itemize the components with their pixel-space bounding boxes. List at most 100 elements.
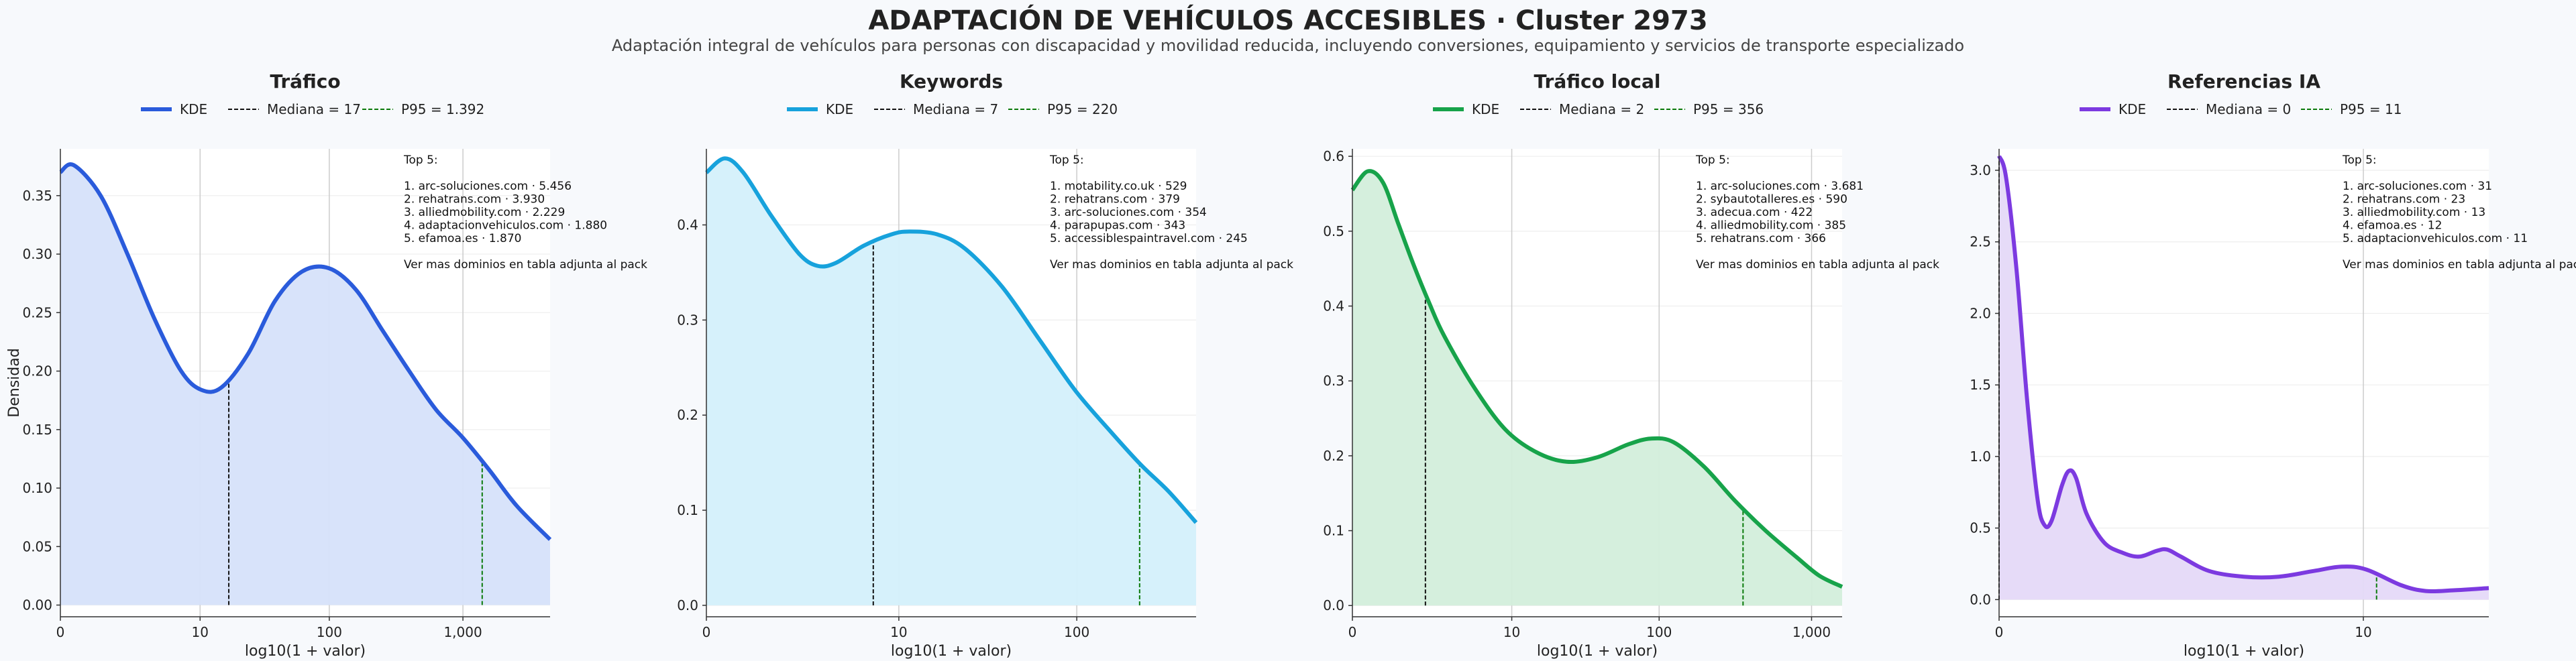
annotation-line: Top 5: — [403, 154, 438, 167]
legend-p95-label: P95 = 11 — [2340, 101, 2402, 117]
annotation-line: Top 5: — [1695, 154, 1730, 167]
y-tick-label: 1.5 — [1970, 377, 1991, 393]
y-tick-label: 0.20 — [22, 363, 52, 379]
x-axis-label: log10(1 + valor) — [891, 643, 1012, 660]
x-axis-label: log10(1 + valor) — [2184, 643, 2304, 660]
y-tick-label: 0.5 — [1970, 520, 1991, 536]
annotation-line: 2. rehatrans.com · 379 — [1050, 193, 1180, 206]
annotation-line: 1. motability.co.uk · 529 — [1050, 180, 1187, 193]
figure-title: ADAPTACIÓN DE VEHÍCULOS ACCESIBLES · Clu… — [868, 5, 1708, 36]
x-tick-label: 0 — [1995, 624, 2004, 640]
figure-subtitle: Adaptación integral de vehículos para pe… — [611, 36, 1965, 55]
y-tick-label: 0.00 — [22, 597, 52, 613]
chart-panel-3: 0.0 0.1 0.2 0.3 0.4 0.5 0.6 0 10 100 1,000 log10(1 … — [1323, 70, 1939, 660]
legend-kde-label: KDE — [2118, 101, 2146, 117]
kde-line — [59, 162, 552, 541]
kde-area — [1352, 171, 1842, 606]
y-tick-label: 0.0 — [1323, 597, 1344, 613]
y-tick-label: 2.5 — [1970, 234, 1991, 250]
x-tick-label: 10 — [890, 624, 907, 640]
legend-p95-label: P95 = 356 — [1693, 101, 1764, 117]
y-tick-label: 0.6 — [1323, 148, 1344, 164]
y-tick-label: 0.4 — [677, 217, 698, 233]
x-tick-label: 10 — [1503, 624, 1520, 640]
y-tick-label: 0.05 — [22, 538, 52, 554]
x-tick-label: 1,000 — [443, 624, 482, 640]
annotation-line: 1. arc-soluciones.com · 31 — [2343, 180, 2492, 193]
annotation-line: 1. arc-soluciones.com · 5.456 — [404, 180, 572, 193]
legend-p95-label: P95 = 1.392 — [401, 101, 484, 117]
panel-title: Referencias IA — [2167, 70, 2320, 93]
y-tick-label: 0.0 — [1970, 591, 1991, 607]
annotation-line: Top 5: — [1049, 154, 1084, 167]
legend: KDE Mediana = 2 P95 = 356 — [1433, 101, 1764, 117]
annotation-line: 3. arc-soluciones.com · 354 — [1050, 206, 1207, 219]
y-tick-label: 0.3 — [677, 312, 698, 328]
y-tick-label: 0.4 — [1323, 298, 1344, 314]
x-tick-label: 10 — [192, 624, 209, 640]
kde-area — [1999, 156, 2489, 600]
legend-kde-label: KDE — [180, 101, 207, 117]
x-tick-label: 0 — [1348, 624, 1357, 640]
annotation-line: 2. rehatrans.com · 3.930 — [404, 193, 545, 206]
y-tick-label: 0.30 — [22, 246, 52, 262]
y-tick-label: 0.2 — [1323, 448, 1344, 464]
y-tick-label: 0.25 — [22, 304, 52, 320]
panel-title: Tráfico local — [1534, 70, 1661, 93]
kde-area — [60, 164, 550, 605]
annotation-line: Ver mas dominios en tabla adjunta al pac… — [1696, 258, 1939, 272]
legend-median-label: Mediana = 17 — [267, 101, 361, 117]
annotation-line: 3. alliedmobility.com · 2.229 — [404, 206, 565, 219]
x-tick-label: 100 — [317, 624, 342, 640]
panel-title: Keywords — [900, 70, 1003, 93]
y-tick-label: 0.1 — [1323, 523, 1344, 539]
y-tick-label: 0.15 — [22, 422, 52, 438]
x-tick-label: 100 — [1064, 624, 1089, 640]
chart-panel-2: 0.0 0.1 0.2 0.3 0.4 0 10 100 log10(1 + valor) Key… — [677, 70, 1293, 660]
legend-median-label: Mediana = 0 — [2206, 101, 2291, 117]
y-tick-label: 0.35 — [22, 188, 52, 204]
annotation-line: 5. efamoa.es · 1.870 — [404, 232, 521, 245]
kde-area — [706, 158, 1196, 605]
annotation-line: Top 5: — [2342, 154, 2377, 167]
chart-panel-4: 0.0 0.5 1.0 1.5 2.0 2.5 3.0 0 10 log10(1 + valor)… — [1970, 70, 2576, 660]
annotation-line: 1. arc-soluciones.com · 3.681 — [1696, 180, 1864, 193]
annotation-line: 2. sybautotalleres.es · 590 — [1696, 193, 1847, 206]
y-tick-label: 0.2 — [677, 407, 698, 423]
annotation-line: 4. parapupas.com · 343 — [1050, 219, 1185, 233]
annotation-line: 2. rehatrans.com · 23 — [2343, 193, 2465, 206]
y-axis-label: Densidad — [6, 348, 23, 417]
x-tick-label: 0 — [702, 624, 711, 640]
y-tick-label: 0.0 — [677, 597, 698, 613]
y-tick-label: 0.1 — [677, 502, 698, 518]
kde-line — [704, 156, 1198, 524]
top5-annotation: Top 5: 1. arc-soluciones.com · 312. rehat… — [2342, 154, 2576, 272]
annotation-line: 5. accessiblespaintravel.com · 245 — [1050, 232, 1248, 245]
x-axis-label: log10(1 + valor) — [1537, 643, 1658, 660]
panel-title: Tráfico — [270, 70, 340, 93]
y-tick-label: 0.3 — [1323, 373, 1344, 389]
annotation-line: 5. adaptacionvehiculos.com · 11 — [2343, 232, 2528, 245]
chart-panel-1: 0.00 0.05 0.10 0.15 0.20 0.25 0.30 0.35 0 10 100 1,… — [6, 70, 647, 660]
legend-p95-label: P95 = 220 — [1047, 101, 1118, 117]
x-tick-label: 10 — [2355, 624, 2371, 640]
legend-median-label: Mediana = 7 — [913, 101, 998, 117]
annotation-line: 3. adecua.com · 422 — [1696, 206, 1813, 219]
legend-kde-label: KDE — [826, 101, 853, 117]
x-axis-label: log10(1 + valor) — [245, 643, 366, 660]
annotation-line: 4. alliedmobility.com · 385 — [1696, 219, 1846, 233]
x-tick-label: 100 — [1646, 624, 1672, 640]
annotation-line: Ver mas dominios en tabla adjunta al pac… — [1050, 258, 1293, 272]
legend: KDE Mediana = 0 P95 = 11 — [2080, 101, 2402, 117]
annotation-line: 5. rehatrans.com · 366 — [1696, 232, 1826, 245]
kde-line — [1350, 169, 1843, 589]
legend-median-label: Mediana = 2 — [1559, 101, 1644, 117]
y-tick-label: 0.5 — [1323, 223, 1344, 239]
y-tick-label: 1.0 — [1970, 448, 1991, 465]
legend: KDE Mediana = 7 P95 = 220 — [787, 101, 1118, 117]
